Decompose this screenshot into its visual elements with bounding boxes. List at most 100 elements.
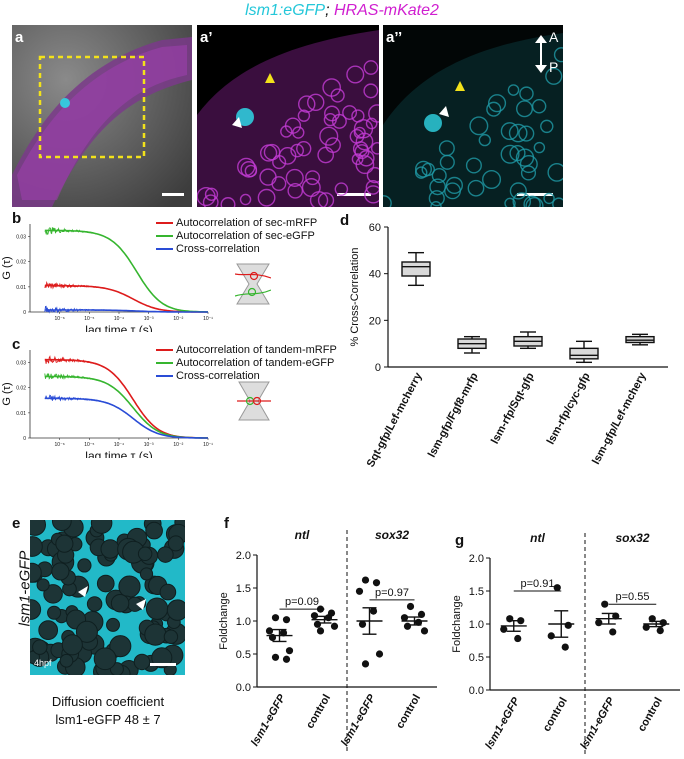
scale-bar	[517, 193, 553, 196]
cell-outline	[280, 125, 293, 138]
cell-outline	[317, 146, 335, 164]
chart-d-category-label: lsm-gfp/Fgf8-mrfp	[426, 371, 481, 460]
white-arrowhead	[439, 106, 449, 117]
cell-outline	[202, 194, 219, 207]
legend-c-green-text: Autocorrelation of tandem-eGFP	[176, 357, 335, 369]
cell-outline	[346, 65, 365, 84]
chart-f-category-label: lsm1-eGFP	[249, 692, 288, 748]
chart-b-fit-2	[44, 309, 208, 313]
cell-outline	[445, 176, 463, 194]
chart-g-p-left: p=0.91	[521, 578, 555, 590]
chart-f-p-left: p=0.09	[285, 596, 319, 608]
chart-b-fit-0	[44, 284, 208, 313]
chart-d-category-label: Sqt-gfp/Lef-mcherry	[365, 370, 425, 469]
arrow-up-icon	[535, 35, 547, 43]
chart-g-gene-right: sox32	[615, 531, 649, 545]
chart-f-point	[358, 620, 367, 628]
axis-label-anterior: A	[549, 29, 559, 45]
chart-f-point	[330, 622, 339, 630]
box-body	[401, 261, 431, 277]
micrograph-e-image	[30, 520, 185, 675]
legend-c-red: Autocorrelation of tandem-mRFP	[156, 344, 337, 356]
chart-g-ytick-label: 1.0	[469, 619, 484, 631]
cell	[144, 623, 167, 646]
chart-f-point	[375, 650, 384, 658]
cell	[163, 629, 179, 644]
chart-f-point	[316, 627, 325, 635]
cell-outline	[239, 193, 252, 206]
chart-g-ytick-label: 0.5	[469, 652, 484, 664]
panel-label-a-prime: a’	[200, 29, 213, 46]
chart-f-ytick-label: 1.0	[236, 616, 251, 628]
chart-g-point	[547, 632, 555, 640]
cell-outline	[204, 187, 219, 201]
chart-f-p-right: p=0.97	[375, 587, 409, 599]
cell-outline	[487, 94, 507, 113]
cell	[139, 567, 154, 581]
chart-f-category-label: lsm1-eGFP	[339, 692, 378, 748]
cell-outline	[319, 126, 339, 146]
cell-outline	[365, 117, 378, 130]
cell-outline	[220, 197, 236, 207]
scale-bar	[337, 193, 371, 196]
chart-f-point	[285, 647, 294, 655]
micrograph-a: a	[12, 25, 192, 207]
chart-g-point	[601, 600, 609, 608]
cell-outline	[355, 155, 375, 175]
chart-g-point	[561, 643, 569, 651]
cell	[30, 599, 42, 620]
cell	[32, 639, 48, 655]
chart-c-xtick-label: 10⁻⁴	[114, 442, 124, 448]
chart-c-ytick-label: 0.02	[16, 386, 26, 392]
cell-outline	[482, 170, 502, 190]
legend-b-blue: Cross-correlation	[156, 243, 260, 255]
cell-outline	[512, 192, 532, 207]
micrograph-e: 4hpf	[30, 520, 185, 675]
chart-g-point	[564, 621, 572, 629]
chart-b-ytick-label: 0.01	[16, 285, 26, 291]
cell	[118, 575, 141, 598]
cell-outline	[533, 141, 546, 154]
cell-outline	[307, 93, 325, 112]
cell	[166, 599, 185, 621]
white-arrowhead	[232, 117, 242, 128]
box-body	[569, 347, 599, 360]
cell-outline	[467, 179, 485, 197]
chart-b-xtick-label: 10⁻²	[173, 316, 183, 322]
cell-outline	[284, 117, 302, 134]
cell-outline	[478, 133, 491, 147]
chart-c-series-2	[44, 394, 208, 439]
panel-label-e: e	[12, 515, 21, 532]
white-arrowhead	[78, 586, 88, 597]
chart-f-point	[282, 616, 291, 624]
chart-b-xtick-label: 10⁻⁶	[55, 316, 65, 322]
chart-f-ytick-label: 2.0	[236, 550, 251, 562]
cell-outline	[365, 180, 379, 195]
chart-f-ytick-label: 0.5	[236, 649, 251, 661]
micrograph-a-double-prime: a’’ A P	[383, 25, 563, 207]
cell	[51, 562, 70, 581]
white-arrowhead	[136, 599, 146, 610]
cell	[51, 520, 72, 531]
cell	[30, 562, 42, 583]
chart-f-point	[313, 620, 322, 628]
cell	[75, 620, 98, 643]
legend-b-blue-text: Cross-correlation	[176, 243, 260, 255]
legend-b-green: Autocorrelation of sec-eGFP	[156, 230, 315, 242]
confocal-volume-icon-b	[235, 263, 271, 305]
chart-f-point	[420, 627, 429, 635]
cell-outline	[414, 166, 428, 179]
cell-outline	[553, 47, 563, 63]
cell-outline	[364, 185, 379, 204]
cell	[145, 521, 163, 540]
cell	[93, 647, 117, 671]
cell-outline	[355, 132, 374, 151]
cell-outline	[518, 125, 535, 142]
chart-c-ytick-label: 0.03	[16, 361, 26, 367]
cell	[151, 647, 173, 669]
chart-f-point	[400, 614, 409, 622]
cell	[96, 574, 115, 593]
cell-outline	[322, 78, 341, 97]
chart-f-point	[361, 660, 370, 668]
chart-g-category-label: control	[636, 696, 665, 734]
